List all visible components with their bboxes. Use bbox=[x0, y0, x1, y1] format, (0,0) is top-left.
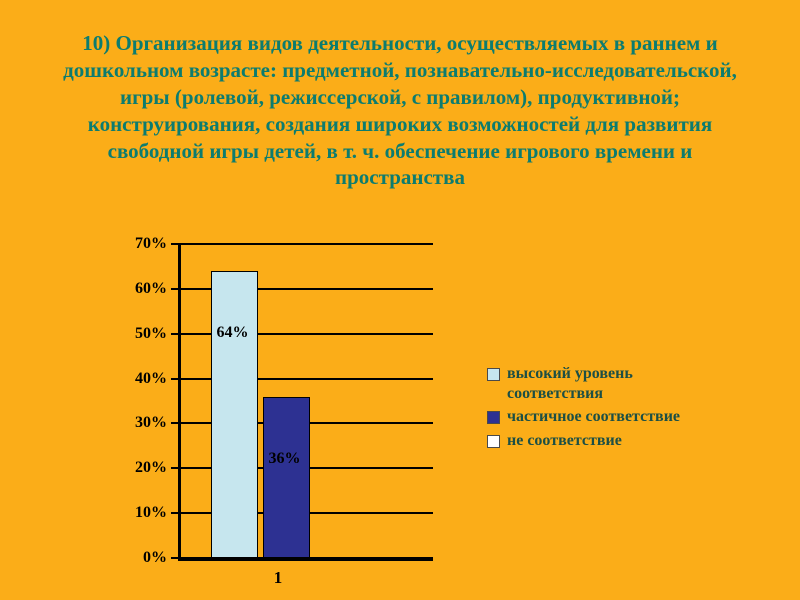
plot-area: 0% 10% 20% 30% 40% 50% 60% 70% 64% 36% bbox=[135, 235, 433, 566]
y-axis-tick bbox=[171, 557, 181, 559]
y-axis-tick-label: 40% bbox=[135, 369, 167, 387]
y-axis-tick bbox=[171, 512, 181, 515]
gridline bbox=[181, 557, 433, 559]
legend-label: высокий уровень соответствия bbox=[507, 365, 633, 402]
y-axis-tick-label: 20% bbox=[135, 459, 167, 477]
legend-swatch-icon bbox=[487, 434, 500, 448]
bar-chart: 0% 10% 20% 30% 40% 50% 60% 70% 64% 36% 1 bbox=[112, 235, 457, 588]
y-axis-tick-label: 30% bbox=[135, 414, 167, 432]
slide-title: 10) Организация видов деятельности, осущ… bbox=[63, 31, 737, 190]
y-axis-tick-label: 0% bbox=[143, 549, 167, 566]
legend-swatch-icon bbox=[487, 411, 500, 425]
legend-item: высокий уровень соответствия bbox=[487, 364, 717, 403]
y-axis-tick-label: 60% bbox=[135, 279, 167, 297]
bar-value-label: 36% bbox=[268, 449, 301, 467]
legend-item: не соответствие bbox=[487, 431, 717, 451]
y-axis-tick bbox=[171, 332, 181, 335]
y-axis-tick bbox=[171, 377, 181, 380]
y-axis-tick bbox=[171, 287, 181, 290]
chart-legend: высокий уровень соответствия частичное со… bbox=[487, 364, 717, 450]
bar-series-2: 36% bbox=[263, 396, 310, 558]
x-axis-category-label: 1 bbox=[273, 568, 283, 587]
legend-label: частичное соответствие bbox=[507, 408, 681, 426]
y-axis-tick-label: 50% bbox=[135, 324, 167, 342]
y-axis-tick bbox=[171, 467, 181, 470]
y-axis-tick bbox=[171, 422, 181, 425]
gridline bbox=[181, 377, 433, 380]
y-axis-tick bbox=[171, 243, 181, 245]
gridline bbox=[181, 332, 433, 335]
y-axis-tick-label: 70% bbox=[135, 235, 167, 252]
gridline bbox=[181, 287, 433, 290]
legend-label: не соответствие bbox=[507, 431, 622, 449]
bar-value-label: 64% bbox=[216, 323, 249, 341]
legend-item: частичное соответствие bbox=[487, 407, 717, 427]
legend-swatch-icon bbox=[487, 368, 500, 381]
y-axis-tick-label: 10% bbox=[135, 504, 167, 522]
gridline bbox=[181, 243, 433, 245]
bar-series-1: 64% bbox=[211, 270, 258, 558]
